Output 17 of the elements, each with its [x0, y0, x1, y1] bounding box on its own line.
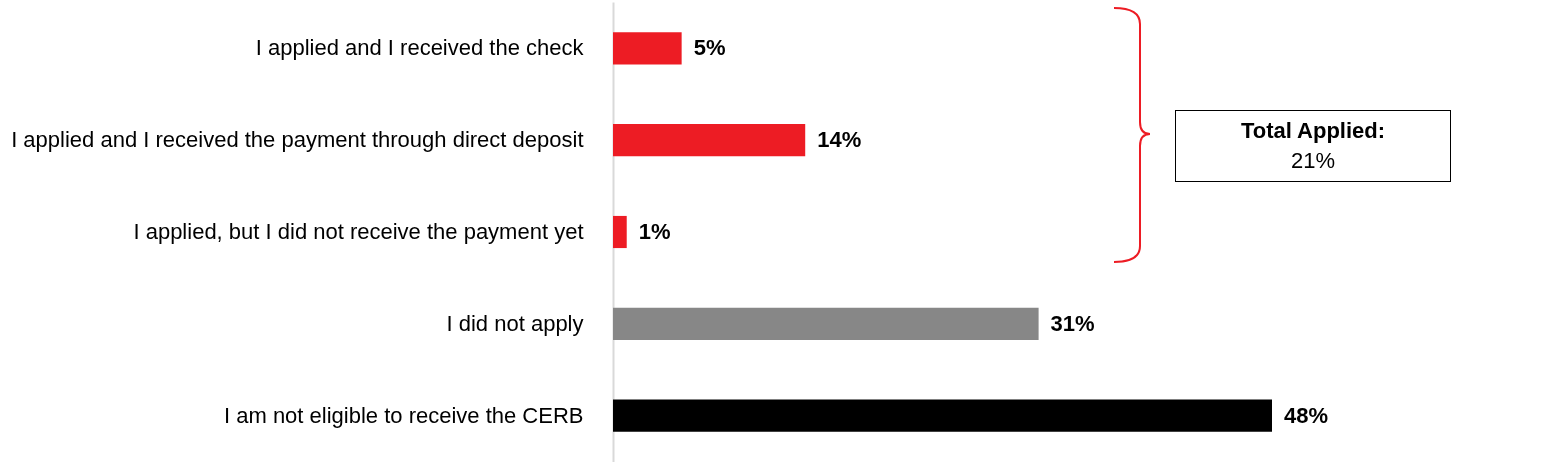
data-label: 5%	[693, 35, 726, 61]
bar	[613, 124, 806, 157]
bar	[613, 32, 682, 65]
data-label: 31%	[1050, 310, 1095, 336]
y-tick-label: I did not apply	[446, 310, 584, 336]
data-label: 48%	[1284, 402, 1329, 428]
data-label: 14%	[817, 127, 862, 153]
bar	[613, 215, 627, 249]
y-tick-label: I applied, but I did not receive the payment yet	[133, 219, 584, 244]
text: 21%	[1289, 147, 1336, 175]
data-label: 1%	[638, 219, 671, 244]
y-tick-label: I applied and I received the payment through direct deposit	[11, 127, 584, 153]
y-tick-label: I am not eligible to receive the CERB	[223, 402, 584, 428]
y-tick-label: I applied and I received the check	[255, 35, 585, 61]
bar	[613, 399, 1272, 432]
annotation: Total Applied:	[1239, 117, 1387, 145]
bar	[613, 307, 1039, 340]
